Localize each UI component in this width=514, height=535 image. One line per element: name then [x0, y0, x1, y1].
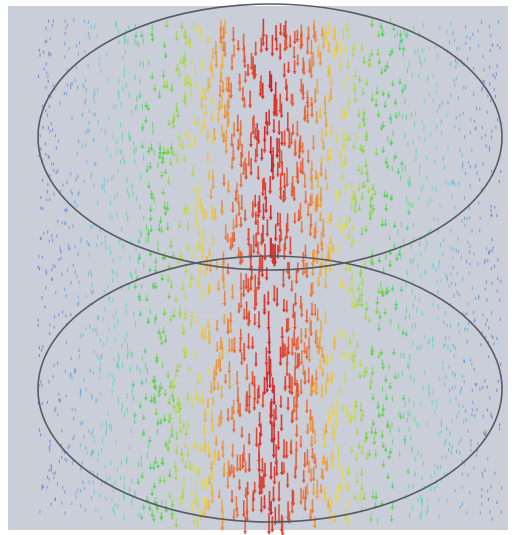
arrow-head [243, 531, 247, 534]
arrow-head [270, 529, 274, 532]
arrow-head [267, 531, 271, 534]
vector-field-view [0, 0, 514, 535]
viewport [0, 0, 514, 535]
